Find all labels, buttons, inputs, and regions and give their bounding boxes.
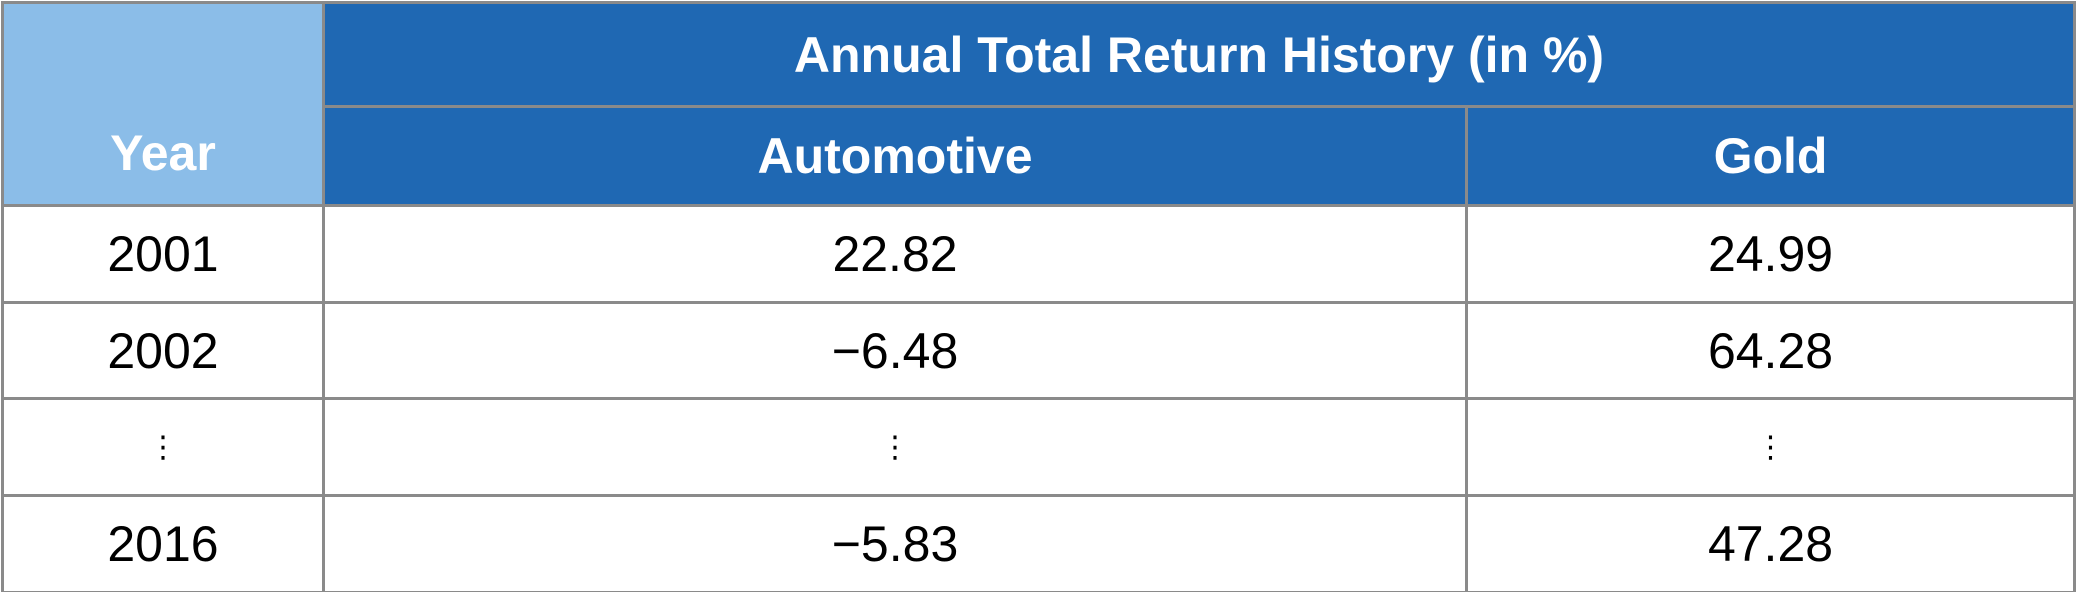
year-header: Year: [1, 1, 325, 207]
table-cell: 2016: [1, 494, 325, 592]
table-cell: 47.28: [1465, 494, 2076, 592]
table-cell: 2001: [1, 204, 325, 304]
table-cell: 22.82: [322, 204, 1468, 304]
table-title: Annual Total Return History (in %): [322, 1, 2076, 108]
table-cell: 24.99: [1465, 204, 2076, 304]
table-cell: ⋮: [1465, 397, 2076, 497]
table-cell: ⋮: [322, 397, 1468, 497]
table-cell: 2002: [1, 301, 325, 400]
column-header: Gold: [1465, 105, 2076, 207]
table-cell: ⋮: [1, 397, 325, 497]
table-cell: 64.28: [1465, 301, 2076, 400]
table-cell: −6.48: [322, 301, 1468, 400]
column-header: Automotive: [322, 105, 1468, 207]
table-cell: −5.83: [322, 494, 1468, 592]
